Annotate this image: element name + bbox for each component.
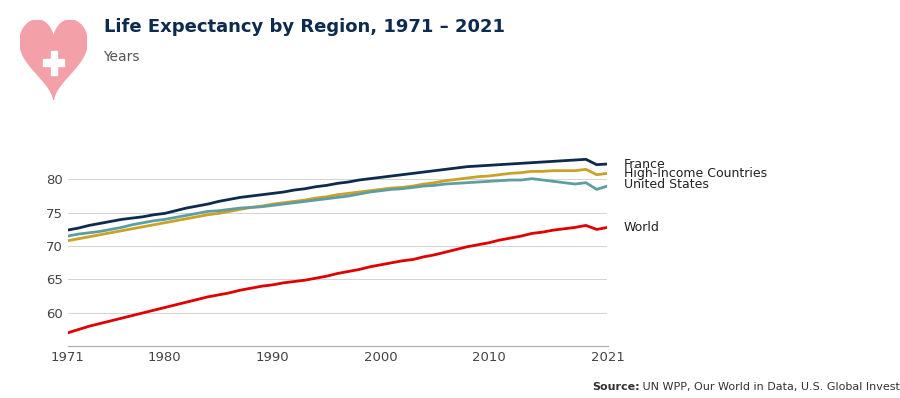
- Polygon shape: [43, 59, 64, 66]
- Text: Years: Years: [104, 50, 140, 64]
- Text: United States: United States: [624, 178, 708, 191]
- Text: High-Income Countries: High-Income Countries: [624, 167, 767, 180]
- Text: World: World: [624, 221, 660, 234]
- Text: France: France: [624, 158, 665, 170]
- Text: Source:: Source:: [592, 382, 640, 392]
- Text: UN WPP, Our World in Data, U.S. Global Investors: UN WPP, Our World in Data, U.S. Global I…: [640, 382, 900, 392]
- Polygon shape: [20, 20, 87, 100]
- Text: Life Expectancy by Region, 1971 – 2021: Life Expectancy by Region, 1971 – 2021: [104, 18, 505, 36]
- Polygon shape: [50, 51, 57, 75]
